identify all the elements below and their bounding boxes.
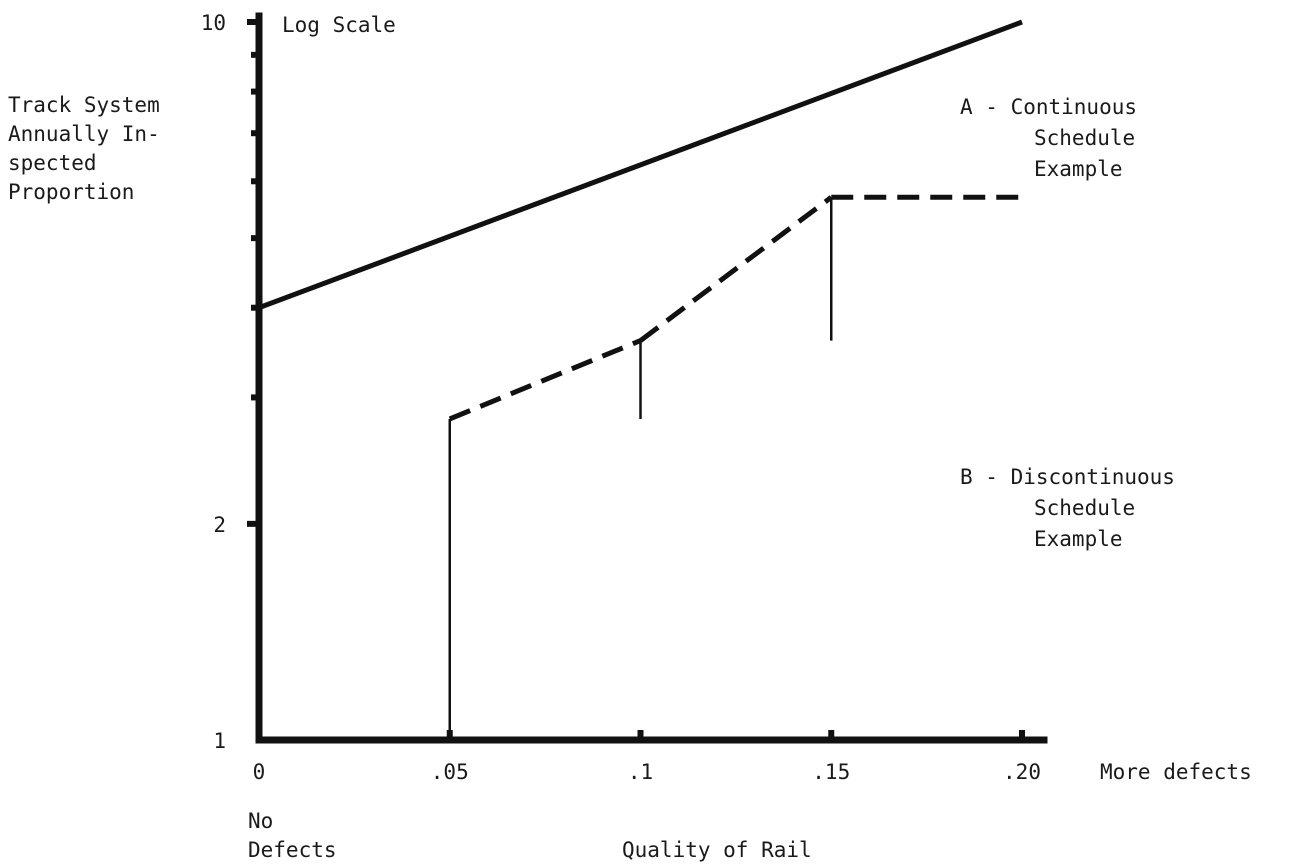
series-b-segment [638, 195, 833, 343]
y-axis-label: Track System Annually In- spected Propor… [8, 93, 172, 204]
axes [255, 12, 1048, 744]
x-tick-label: 0 [253, 760, 266, 784]
x-tick-label: .1 [628, 760, 653, 784]
series-b-label-line: Schedule [1034, 496, 1135, 520]
y-axis-label-line: spected [8, 151, 97, 175]
series-b-label: B - Discontinuous Schedule Example [960, 465, 1188, 551]
y-axis-label-line: Annually In- [8, 122, 160, 146]
y-tick-label: 10 [201, 11, 226, 35]
x-start-label-line: No [248, 809, 273, 833]
x-start-label-line: Defects [248, 838, 337, 862]
series-b-label-line: B - Discontinuous [960, 465, 1175, 489]
series-a-label-line: A - Continuous [960, 95, 1137, 119]
x-axis-label: Quality of Rail [622, 838, 812, 862]
scale-label: Log Scale [282, 13, 396, 37]
series-a-line [258, 19, 1023, 311]
series-a-label-line: Schedule [1034, 126, 1135, 150]
x-start-label: No Defects [248, 809, 337, 862]
series-layer [258, 19, 1023, 740]
x-tick-label: .05 [431, 760, 469, 784]
series-b-segment [448, 338, 642, 422]
x-end-label: More defects [1100, 760, 1252, 784]
y-axis-label-line: Track System [8, 93, 160, 117]
series-b-label-line: Example [1034, 527, 1123, 551]
series-a-label-line: Example [1034, 157, 1123, 181]
series-a-label: A - Continuous Schedule Example [960, 95, 1150, 181]
x-tick-label: .15 [812, 760, 850, 784]
y-axis-label-line: Proportion [8, 180, 134, 204]
x-tick-label: .20 [1003, 760, 1041, 784]
y-tick-label: 1 [213, 729, 226, 753]
y-tick-label: 2 [213, 513, 226, 537]
ticks: 0 .05 .1 .15 .20 1 2 10 [201, 11, 1041, 784]
